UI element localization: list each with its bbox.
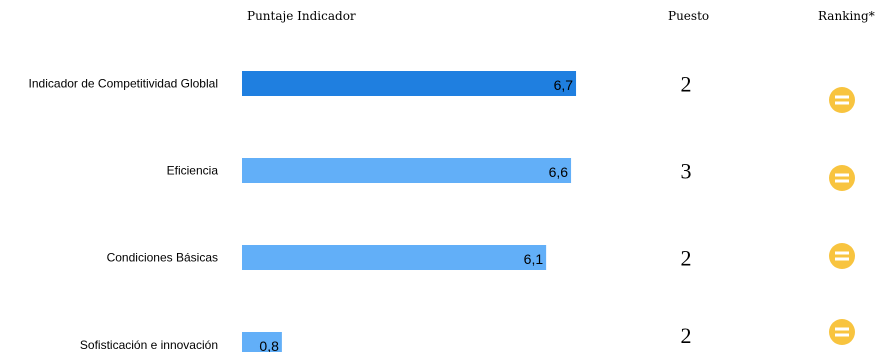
bar (242, 158, 572, 183)
equal-icon (829, 243, 855, 269)
equal-icon-bar-bottom (835, 257, 849, 261)
value-label: 0,8 (259, 338, 279, 352)
equal-icon-bar-bottom (835, 179, 849, 183)
equal-icon-bar-top (835, 95, 849, 99)
category-label: Indicador de Competitividad Globlal (29, 77, 218, 91)
equal-icon-bar-top (835, 327, 849, 331)
rank-column-header: Puesto (668, 9, 710, 23)
category-label: Eficiencia (167, 164, 219, 178)
rank-value: 3 (681, 159, 692, 184)
score-column-header: Puntaje Indicador (247, 9, 356, 23)
bar (242, 332, 282, 352)
equal-icon-bar-top (835, 173, 849, 177)
rank-value: 2 (681, 323, 692, 348)
value-label: 6,6 (549, 164, 569, 180)
equal-icon (829, 87, 855, 113)
equal-icon-bar-bottom (835, 333, 849, 337)
equal-icon (829, 319, 855, 345)
value-label: 6,7 (554, 77, 574, 93)
category-label: Condiciones Básicas (107, 251, 218, 265)
bar (242, 71, 577, 96)
equal-icon-bar-top (835, 251, 849, 255)
category-label: Sofisticación e innovación (80, 338, 218, 352)
rank-value: 2 (681, 246, 692, 271)
equal-icon (829, 165, 855, 191)
bar (242, 245, 547, 270)
value-label: 6,1 (524, 251, 544, 267)
rank-value: 2 (681, 72, 692, 97)
trend-column-header: Ranking* (818, 9, 875, 23)
equal-icon-bar-bottom (835, 101, 849, 105)
